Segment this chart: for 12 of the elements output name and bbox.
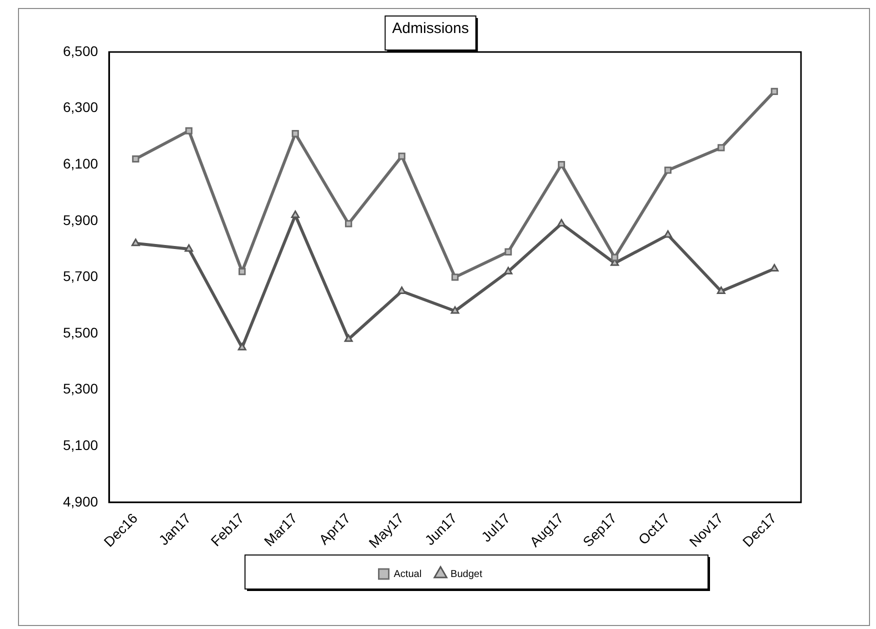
y-tick-label: 5,900 (62, 212, 98, 228)
y-tick-label: 5,700 (62, 268, 98, 284)
y-tick-label: 5,300 (62, 380, 98, 397)
legend-label: Budget (450, 568, 482, 580)
y-tick-label: 5,500 (62, 324, 98, 340)
y-tick-label: 6,500 (62, 42, 98, 59)
y-tick-label: 5,100 (62, 436, 98, 453)
chart-title: Admissions (392, 20, 469, 38)
y-tick-label: 6,300 (62, 99, 98, 116)
legend-label: Actual (394, 568, 422, 580)
y-tick-label: 4,900 (62, 493, 98, 510)
y-tick-label: 6,100 (62, 155, 98, 172)
